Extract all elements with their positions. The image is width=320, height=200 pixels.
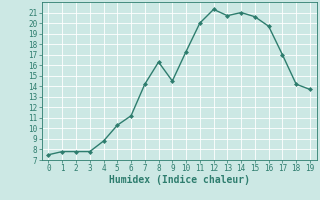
X-axis label: Humidex (Indice chaleur): Humidex (Indice chaleur) — [109, 175, 250, 185]
